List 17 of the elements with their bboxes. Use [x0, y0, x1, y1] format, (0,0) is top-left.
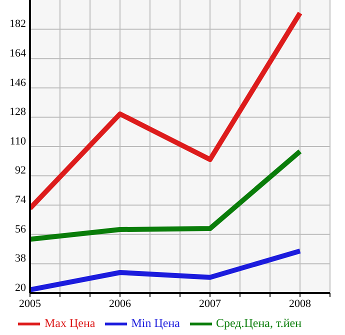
legend-label: Max Цена	[44, 316, 96, 330]
y-tick-label: 182	[10, 18, 26, 30]
x-tick-label: 2005	[19, 298, 42, 310]
x-tick-label: 2008	[289, 298, 312, 310]
y-tick-label: 74	[15, 194, 26, 206]
y-tick-label: 146	[10, 76, 26, 89]
y-tick-label: 38	[15, 252, 26, 265]
y-tick-label: 110	[10, 135, 26, 148]
x-tick-label: 2007	[199, 298, 222, 310]
y-tick-label: 20	[15, 282, 26, 294]
y-tick-label: 128	[10, 106, 26, 118]
y-tick-label: 164	[10, 48, 26, 60]
y-tick-label: 56	[15, 223, 26, 236]
legend-label: Min Цена	[131, 316, 180, 330]
legend-label: Сред.Цена, т.йен	[216, 316, 302, 330]
y-tick-label: 92	[15, 164, 26, 177]
x-tick-label: 2006	[109, 298, 132, 310]
